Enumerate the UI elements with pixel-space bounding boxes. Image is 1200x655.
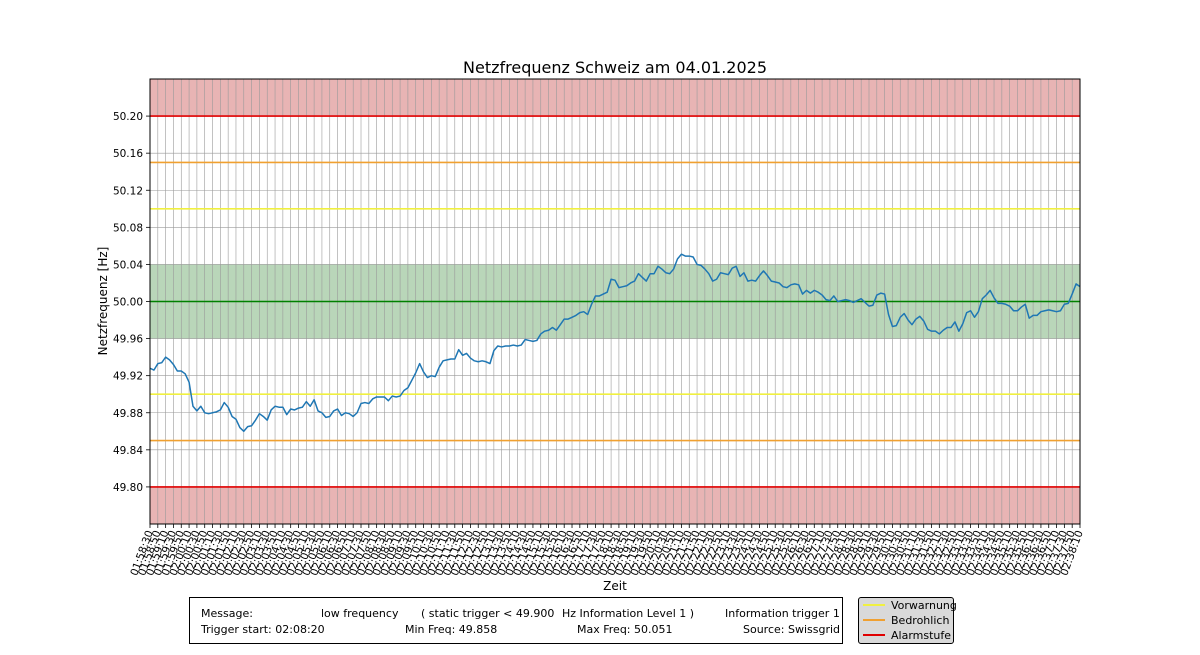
data-source: Source: Swissgrid	[743, 623, 841, 636]
legend-item-bedrohlich: Bedrohlich	[863, 613, 949, 627]
y-axis-ticks: 49.80 49.84 49.88 49.92 49.96 50.00 50.04 50.08…	[113, 111, 150, 494]
chart-title: Netzfrequenz Schweiz am 04.01.2025	[463, 58, 767, 77]
y-tick-label: 50.00	[113, 297, 143, 309]
x-axis-label: Zeit	[603, 579, 627, 593]
max-freq: Max Freq: 50.051	[577, 623, 673, 636]
information-trigger: Information trigger 1	[725, 607, 840, 620]
series	[149, 253, 1081, 433]
y-axis-label: Netzfrequenz [Hz]	[96, 247, 110, 356]
x-axis-ticks: 01:58:3001:58:5001:59:1001:59:3001:59:50…	[128, 524, 1086, 577]
message-label: Message:	[201, 607, 253, 620]
legend-swatch-alarmstufe	[863, 634, 885, 636]
y-tick-label: 49.88	[113, 408, 143, 420]
y-tick-label: 50.20	[113, 111, 143, 123]
y-tick-label: 50.16	[113, 148, 143, 160]
series-line-0	[149, 253, 1081, 433]
trigger-info-box: Message: low frequency ( static trigger …	[189, 597, 843, 644]
legend-item-alarmstufe: Alarmstufe	[863, 628, 951, 642]
y-tick-label: 50.08	[113, 222, 143, 234]
y-tick-label: 49.92	[113, 371, 143, 383]
min-freq: Min Freq: 49.858	[405, 623, 498, 636]
y-tick-label: 49.80	[113, 482, 143, 494]
band-0	[150, 79, 1080, 117]
y-tick-label: 50.04	[113, 259, 143, 271]
legend-swatch-bedrohlich	[863, 619, 885, 621]
legend-label-vorwarnung: Vorwarnung	[891, 598, 957, 612]
band-1	[150, 486, 1080, 524]
legend: Vorwarnung Bedrohlich Alarmstufe	[858, 597, 957, 644]
y-tick-label: 49.96	[113, 334, 143, 346]
trigger-description: ( static trigger < 49.900	[421, 607, 555, 620]
y-tick-label: 50.12	[113, 185, 143, 197]
message-value: low frequency	[321, 607, 399, 620]
threshold-lines	[150, 115, 1080, 488]
trigger-start: Trigger start: 02:08:20	[201, 623, 325, 636]
legend-label-alarmstufe: Alarmstufe	[891, 628, 952, 642]
legend-item-vorwarnung: Vorwarnung	[863, 598, 957, 612]
y-tick-label: 49.84	[113, 445, 143, 457]
level-description: Hz Information Level 1 )	[562, 607, 695, 620]
legend-swatch-vorwarnung	[863, 604, 885, 606]
legend-label-bedrohlich: Bedrohlich	[891, 613, 950, 627]
